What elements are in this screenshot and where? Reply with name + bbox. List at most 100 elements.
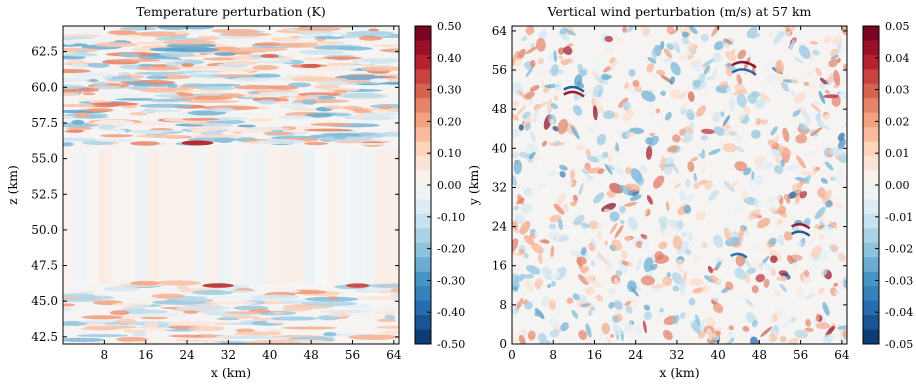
colorbar-segment xyxy=(863,300,879,316)
heatmap-field xyxy=(63,26,399,344)
colorbar-segment xyxy=(415,185,431,200)
colorbar-segment xyxy=(415,199,431,215)
colorbar-segment xyxy=(863,213,879,229)
x-tick-label: 32 xyxy=(221,348,236,362)
y-tick-label: 64 xyxy=(492,24,508,38)
colorbar-segment xyxy=(863,156,879,172)
colorbar-tick-label: -0.03 xyxy=(885,274,913,287)
colorbar-tick-label: 0.10 xyxy=(437,147,462,160)
colorbar-tick-label: -0.50 xyxy=(437,338,465,351)
colorbar-segment xyxy=(415,286,431,302)
x-axis-label: x (km) xyxy=(211,365,251,380)
colorbar-tick-label: 0.05 xyxy=(885,20,910,33)
colorbar-segment xyxy=(863,315,879,331)
x-tick-label: 56 xyxy=(345,348,360,362)
x-tick-label: 40 xyxy=(711,348,726,362)
x-tick-label: 48 xyxy=(752,348,767,362)
y-tick-label: 42.5 xyxy=(31,330,58,344)
colorbar-segment xyxy=(863,271,879,287)
colorbar-segment xyxy=(863,40,879,56)
x-tick-label: 24 xyxy=(179,348,195,362)
colorbar-segment xyxy=(863,257,879,273)
colorbar-segment xyxy=(415,40,431,56)
heatmap-field xyxy=(512,26,847,344)
y-tick-label: 0 xyxy=(499,337,507,351)
colorbar-segment xyxy=(863,98,879,114)
colorbar-segment xyxy=(415,54,431,70)
chart-panel-2: Vertical wind perturbation (m/s) at 57 k… xyxy=(466,4,913,380)
colorbar: 0.50 0.40 0.30 0.20 0.10 0.00 -0.10 -0.20 -0.30 -… xyxy=(414,20,465,351)
colorbar-segment xyxy=(415,141,431,157)
colorbar-tick-label: -0.01 xyxy=(885,211,913,224)
colorbar-segment xyxy=(415,156,431,172)
chart-panel-1: Temperature perturbation (K) 8 16 24 32 40 48 5… xyxy=(5,4,465,380)
colorbar-segment xyxy=(863,83,879,99)
colorbar-segment xyxy=(863,54,879,70)
colorbar-segment xyxy=(415,300,431,316)
colorbar-tick-label: 0.20 xyxy=(437,115,462,128)
colorbar-segment xyxy=(863,228,879,244)
y-tick-label: 16 xyxy=(492,259,507,273)
x-axis-label: x (km) xyxy=(659,365,699,380)
colorbar-segment xyxy=(415,170,431,186)
colorbar-segment xyxy=(415,315,431,331)
colorbar-segment xyxy=(863,69,879,85)
colorbar-segment xyxy=(863,185,879,200)
colorbar-tick-label: 0.00 xyxy=(437,179,462,192)
y-tick-label: 8 xyxy=(499,298,507,312)
y-tick-label: 62.5 xyxy=(31,45,58,59)
colorbar-tick-label: -0.40 xyxy=(437,306,465,319)
colorbar-tick-label: -0.30 xyxy=(437,274,465,287)
plot-frame xyxy=(511,25,848,345)
x-tick-label: 0 xyxy=(508,348,516,362)
x-tick-label: 64 xyxy=(834,348,850,362)
colorbar-tick-label: -0.05 xyxy=(885,338,913,351)
x-tick-label: 40 xyxy=(262,348,277,362)
y-tick-label: 56 xyxy=(492,63,507,77)
x-tick-label: 8 xyxy=(101,348,109,362)
colorbar-segment xyxy=(415,329,431,345)
colorbar-segment xyxy=(415,83,431,99)
y-tick-label: 48 xyxy=(492,102,507,116)
plot-frame xyxy=(62,25,400,345)
colorbar-tick-label: 0.30 xyxy=(437,84,462,97)
y-tick-label: 55.0 xyxy=(31,152,58,166)
y-tick-label: 24 xyxy=(492,220,508,234)
y-tick-label: 32 xyxy=(492,180,507,194)
colorbar-tick-label: 0.01 xyxy=(885,147,910,160)
colorbar-segment xyxy=(863,127,879,143)
colorbar-tick-label: 0.02 xyxy=(885,115,910,128)
y-tick-label: 52.5 xyxy=(31,187,58,201)
x-tick-label: 8 xyxy=(549,348,557,362)
chart-title: Temperature perturbation (K) xyxy=(136,4,325,19)
colorbar-segment xyxy=(415,271,431,287)
x-tick-label: 56 xyxy=(793,348,808,362)
colorbar-segment xyxy=(863,286,879,302)
chart-title: Vertical wind perturbation (m/s) at 57 k… xyxy=(547,4,812,19)
colorbar-segment xyxy=(415,213,431,229)
x-tick-label: 16 xyxy=(587,348,602,362)
colorbar-tick-label: 0.03 xyxy=(885,84,910,97)
colorbar-segment xyxy=(415,242,431,258)
colorbar-segment xyxy=(863,170,879,186)
x-tick-label: 48 xyxy=(303,348,318,362)
colorbar-segment xyxy=(863,329,879,345)
y-tick-label: 57.5 xyxy=(31,116,58,130)
colorbar-segment xyxy=(415,98,431,114)
colorbar-segment xyxy=(863,242,879,258)
y-tick-label: 47.5 xyxy=(31,259,58,273)
y-axis-label: z (km) xyxy=(5,165,20,205)
colorbar-tick-label: -0.04 xyxy=(885,306,913,319)
x-tick-label: 64 xyxy=(386,348,402,362)
colorbar-segment xyxy=(863,26,879,41)
colorbar-tick-label: 0.00 xyxy=(885,179,910,192)
y-tick-label: 50.0 xyxy=(31,223,58,237)
y-tick-label: 60.0 xyxy=(31,80,58,94)
colorbar-segment xyxy=(863,112,879,128)
colorbar-tick-label: -0.02 xyxy=(885,243,913,256)
colorbar: 0.05 0.04 0.03 0.02 0.01 0.00 -0.01 -0.02 -0.03 -… xyxy=(862,20,913,351)
colorbar-segment xyxy=(415,69,431,85)
colorbar-segment xyxy=(415,257,431,273)
colorbar-segment xyxy=(863,199,879,215)
